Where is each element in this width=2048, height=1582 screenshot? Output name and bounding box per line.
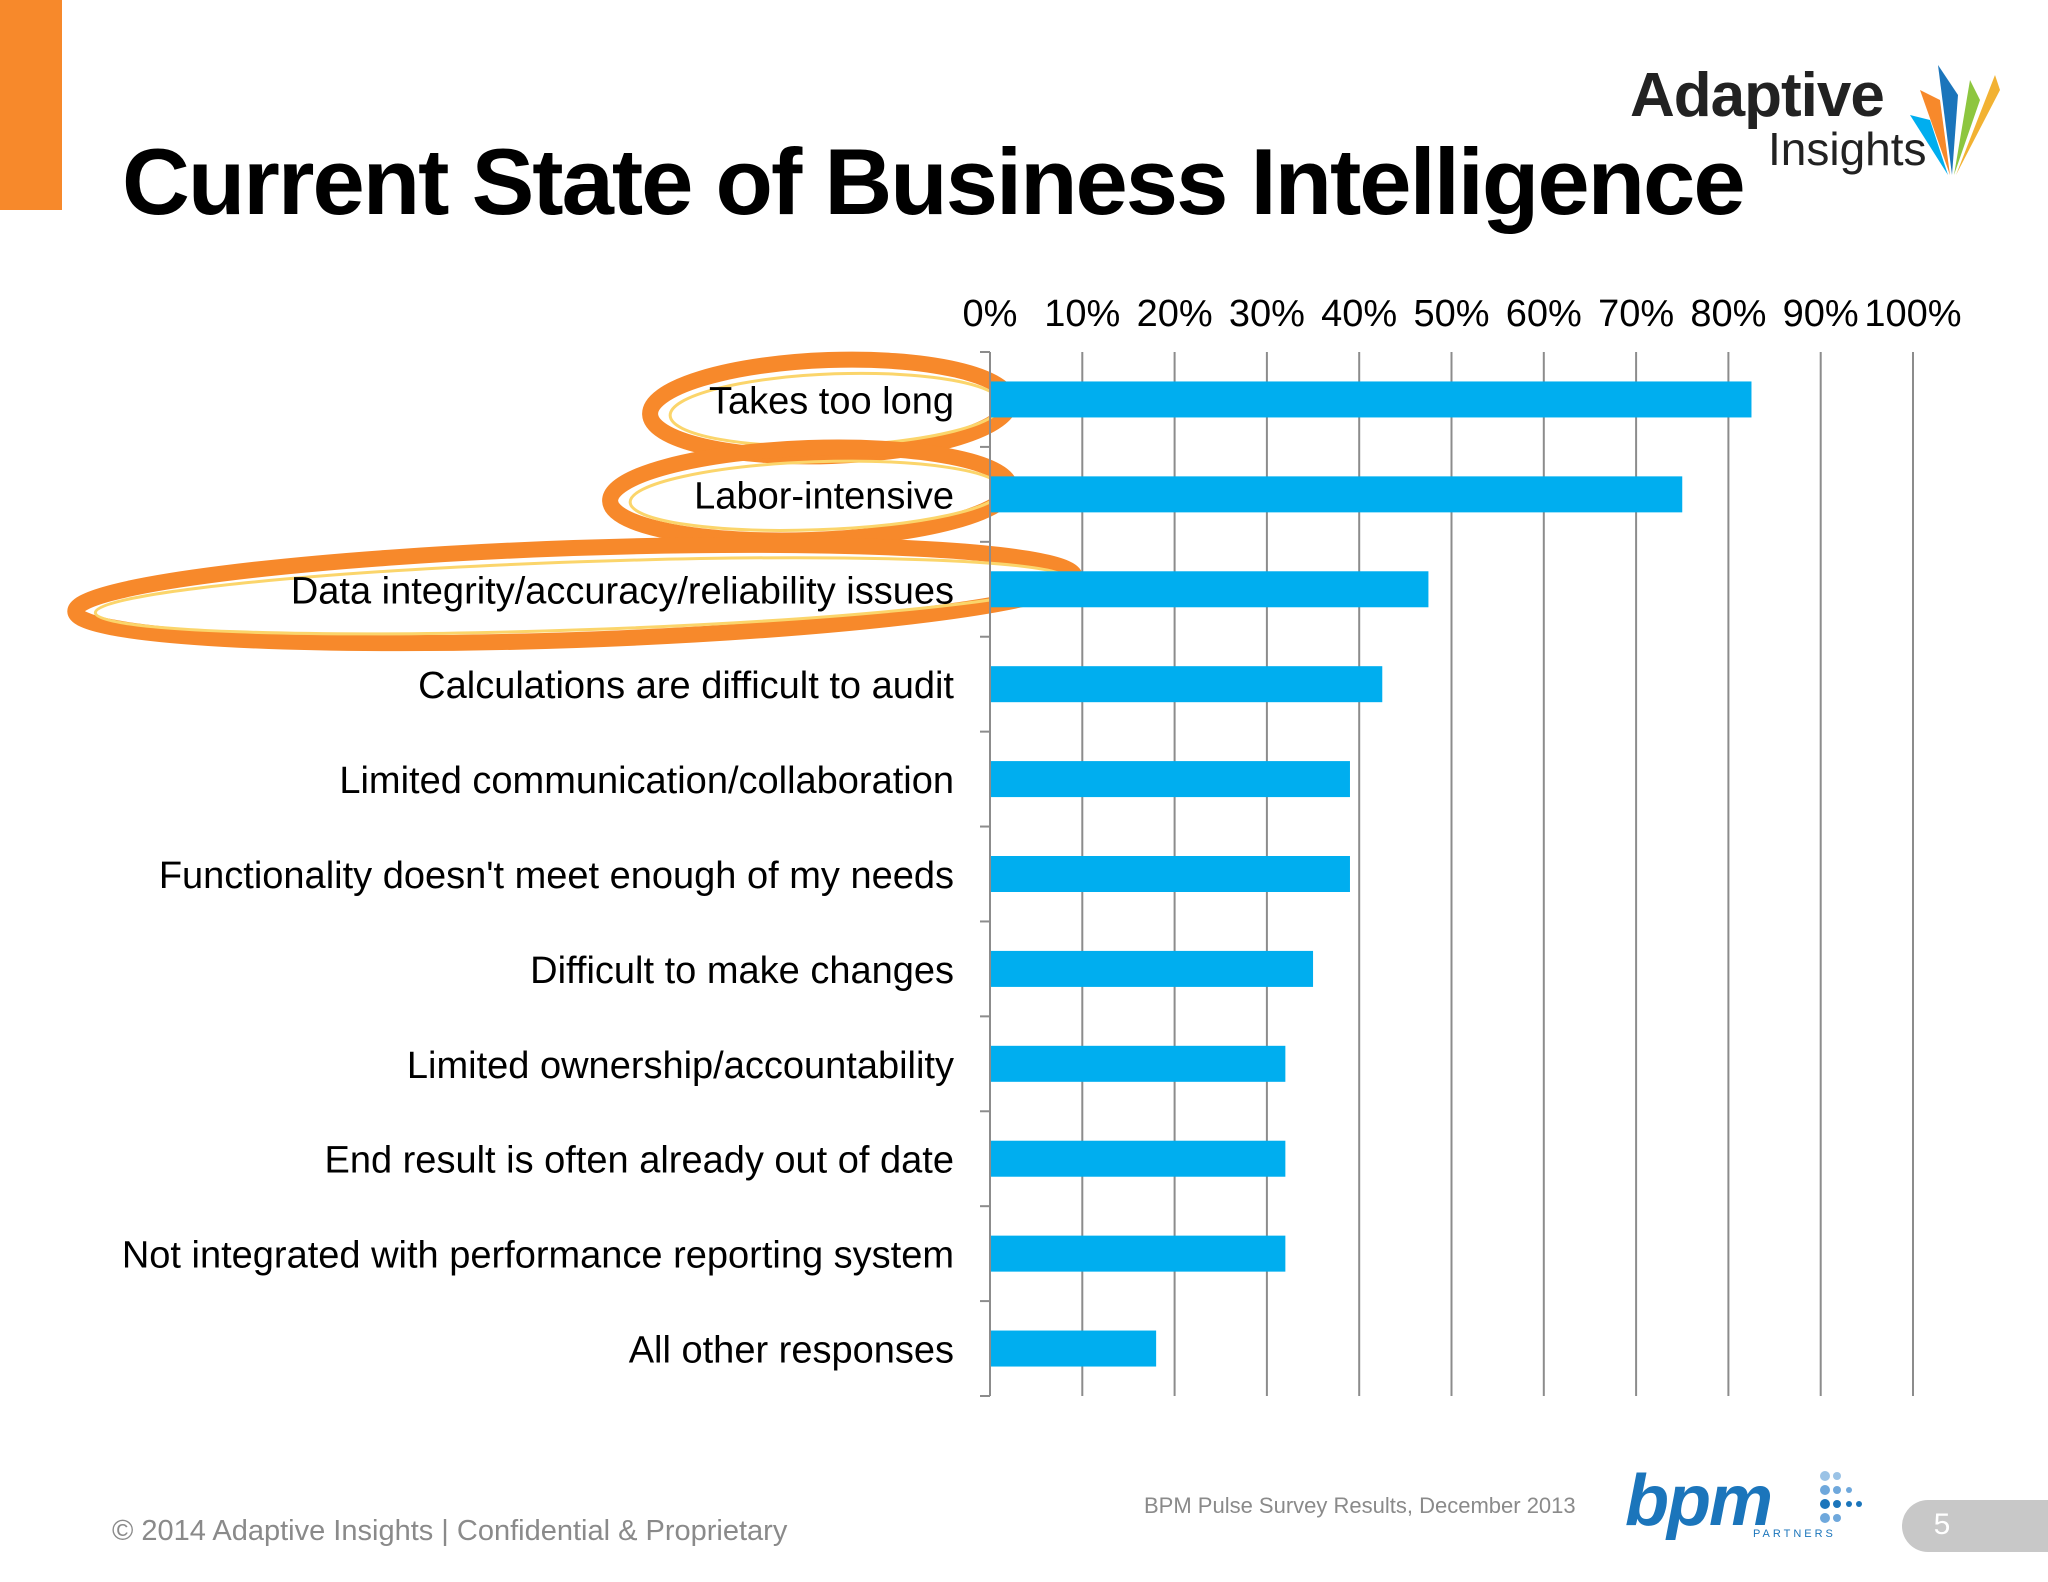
category-label: Limited ownership/accountability bbox=[407, 1045, 954, 1087]
footer-copyright: © 2014 Adaptive Insights | Confidential … bbox=[112, 1515, 788, 1547]
logo-word-insights: Insights bbox=[1768, 123, 1927, 175]
logo-word-adaptive: Adaptive bbox=[1630, 61, 1885, 130]
bar bbox=[990, 1045, 1286, 1082]
x-tick-label: 70% bbox=[1598, 293, 1674, 335]
category-label: Labor-intensive bbox=[694, 475, 954, 517]
x-tick-label: 0% bbox=[963, 293, 1018, 335]
category-label: End result is often already out of date bbox=[324, 1140, 954, 1182]
category-label: Calculations are difficult to audit bbox=[418, 665, 954, 707]
x-tick-label: 90% bbox=[1783, 293, 1859, 335]
bars bbox=[990, 381, 1752, 1367]
bar bbox=[990, 1330, 1157, 1367]
page-number-tab: 5 bbox=[1902, 1500, 2048, 1552]
dots-icon bbox=[1820, 1471, 1862, 1523]
bar bbox=[990, 666, 1383, 703]
category-label: Functionality doesn't meet enough of my … bbox=[159, 855, 954, 897]
x-tick-labels: 0% 10% 20% 30% 40% 50% 60% 70% 80% 90% 100% bbox=[963, 293, 1962, 335]
category-label: Limited communication/collaboration bbox=[339, 760, 954, 802]
adaptive-insights-logo: Adaptive Insights bbox=[1630, 60, 2010, 190]
x-tick-label: 10% bbox=[1044, 293, 1120, 335]
x-tick-label: 100% bbox=[1864, 293, 1961, 335]
x-tick-label: 30% bbox=[1229, 293, 1305, 335]
gridlines bbox=[1081, 352, 1914, 1396]
bar bbox=[990, 1235, 1286, 1272]
source-note: BPM Pulse Survey Results, December 2013 bbox=[1144, 1493, 1576, 1518]
category-label: Not integrated with performance reportin… bbox=[122, 1235, 954, 1277]
bar bbox=[990, 476, 1683, 513]
x-tick-label: 40% bbox=[1321, 293, 1397, 335]
bar bbox=[990, 856, 1350, 892]
adaptive-logo-icon bbox=[1910, 65, 2000, 175]
bpm-logo-sub: PARTNERS bbox=[1753, 1528, 1836, 1540]
bar bbox=[990, 761, 1350, 798]
page-number: 5 bbox=[1933, 1508, 1951, 1541]
bar bbox=[990, 571, 1429, 608]
category-labels: Takes too long Labor-intensive Data integr… bbox=[122, 380, 955, 1371]
category-label: All other responses bbox=[629, 1330, 954, 1372]
bar bbox=[990, 1140, 1286, 1177]
bar bbox=[990, 950, 1314, 987]
bpm-partners-logo: bpm PARTNERS bbox=[1625, 1460, 1865, 1560]
accent-bar bbox=[0, 0, 62, 210]
category-label: Data integrity/accuracy/reliability issu… bbox=[291, 570, 954, 612]
slide-title: Current State of Business Intelligence bbox=[122, 129, 1746, 234]
bar bbox=[990, 381, 1752, 418]
x-tick-label: 80% bbox=[1690, 293, 1766, 335]
category-label: Difficult to make changes bbox=[530, 950, 954, 992]
category-label: Takes too long bbox=[709, 380, 954, 422]
bpm-logo-word: bpm bbox=[1625, 1461, 1773, 1541]
x-tick-label: 20% bbox=[1137, 293, 1213, 335]
x-tick-label: 60% bbox=[1506, 293, 1582, 335]
x-tick-label: 50% bbox=[1413, 293, 1489, 335]
axis-lines bbox=[980, 351, 991, 1397]
